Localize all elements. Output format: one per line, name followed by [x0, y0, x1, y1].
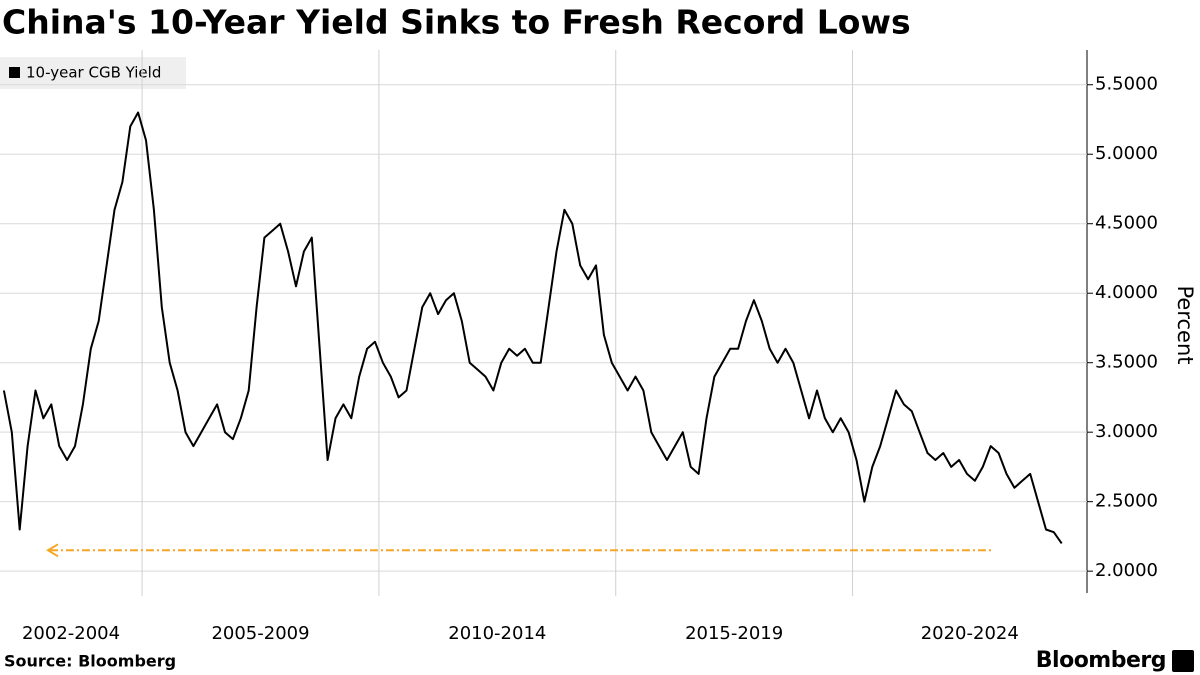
- brand: Bloomberg: [1036, 648, 1166, 673]
- x-tick-label: 2010-2014: [448, 623, 546, 644]
- series-line: [2, 111, 1063, 544]
- x-tick-label: 2015-2019: [685, 623, 783, 644]
- y-tick-label: 4.5000: [1095, 213, 1158, 234]
- x-tick-label: 2002-2004: [22, 623, 120, 644]
- reference-arrowhead: [46, 543, 59, 558]
- legend-box: [0, 57, 186, 89]
- x-tick-label: 2020-2024: [921, 623, 1019, 644]
- y-tick-label: 4.0000: [1095, 282, 1158, 303]
- y-tick-label: 5.0000: [1095, 143, 1158, 164]
- y-tick-label: 2.0000: [1095, 560, 1158, 581]
- y-tick-label: 3.0000: [1095, 421, 1158, 442]
- brand-icon: [1172, 650, 1194, 672]
- y-tick-label: 5.5000: [1095, 74, 1158, 95]
- legend-label: 10-year CGB Yield: [26, 64, 161, 82]
- source: Source: Bloomberg: [4, 652, 176, 671]
- y-axis-label: Percent: [1173, 285, 1197, 364]
- y-tick-label: 2.5000: [1095, 491, 1158, 512]
- legend-swatch: [9, 67, 20, 78]
- y-tick-label: 3.5000: [1095, 352, 1158, 373]
- x-tick-label: 2005-2009: [211, 623, 309, 644]
- chart-title: China's 10-Year Yield Sinks to Fresh Rec…: [2, 3, 911, 42]
